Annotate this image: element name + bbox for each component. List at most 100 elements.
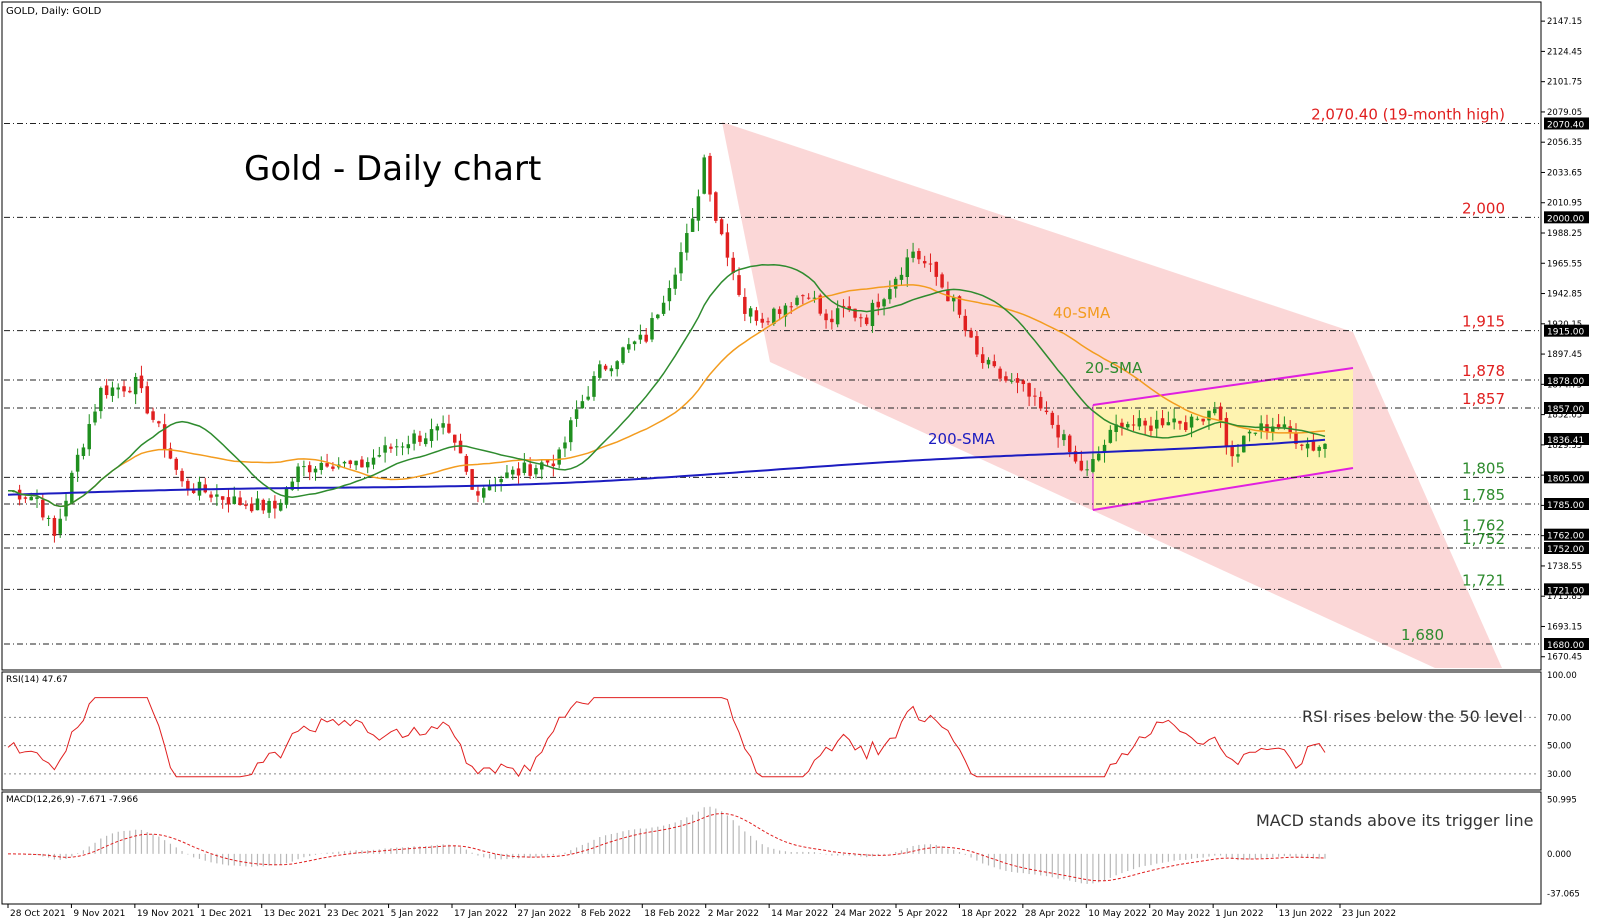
candle-body [766,321,770,323]
candle-body [801,295,805,297]
candle-body [1143,420,1147,426]
candle-body [1137,418,1142,427]
candle-body [621,347,625,363]
rsi-label: RSI(14) 47.67 [6,675,68,685]
candle-body [516,468,521,476]
current-price-tag: 1836.41 [1547,436,1584,446]
candle-body [928,263,933,265]
price-axis-label: 2147.15 [1547,17,1582,27]
candle-body [864,317,869,325]
candle-body [476,491,480,496]
candle-body [777,309,782,314]
candle-body [23,497,28,499]
candle-body [592,375,596,397]
macd-axis-label: 50.995 [1547,795,1577,805]
candle-body [1224,417,1229,446]
price-axis-label: 1715.85 [1547,592,1582,602]
candle-body [772,308,776,324]
price-axis-label: 2101.75 [1547,78,1582,88]
candle-body [1166,422,1171,426]
candle-body [557,449,561,465]
candle-body [441,423,445,428]
level-label: 2,070.40 (19-month high) [1311,105,1505,123]
candle-body [41,499,45,518]
level-tag: 2070.40 [1547,120,1584,130]
candle-body [499,479,503,483]
candle-body [1300,444,1304,446]
candle-body [255,498,260,511]
candle-body [389,446,393,449]
candle-body [1044,410,1049,413]
candle-body [899,274,904,280]
level-tag-box [1544,211,1589,224]
date-axis: 28 Oct 2021 9 Nov 2021 19 Nov 2021 1 Dec 20… [7,904,1396,919]
candle-body [128,390,132,393]
level-tag: 1680.00 [1547,641,1584,651]
candle-body [1236,454,1240,457]
candle-body [412,433,416,444]
candle-body [609,368,614,372]
candle-body [1178,420,1182,424]
range-upper-line [1092,367,1354,406]
candle-body [1311,441,1316,451]
candle-body [1009,380,1014,382]
candle-body [429,429,434,441]
candle-body [888,289,892,300]
candle-body [638,334,643,340]
candle-body [1230,446,1234,457]
date-axis-label: 19 Nov 2021 [137,909,195,919]
date-axis-label: 14 Mar 2022 [771,909,828,919]
candle-body [1271,426,1275,433]
candle-body [603,365,608,370]
candle-body [423,438,428,445]
candle-body [81,447,86,457]
candle-body [679,252,683,274]
rsi-line [7,697,1326,778]
level-tag: 1915.00 [1547,328,1584,338]
candle-body [93,411,97,423]
candle-body [859,317,863,319]
sma20-label: 20-SMA [1085,359,1143,377]
candle-body [743,296,747,314]
candle-body [342,461,347,464]
candle-body [70,472,74,503]
level-tag: 1721.00 [1547,586,1584,596]
price-axis-label: 1829.35 [1547,441,1582,451]
candle-body [714,192,718,221]
candle-body [447,423,451,433]
candle-body [273,500,277,509]
candle-body [870,302,875,327]
level-tag-box [1544,374,1589,386]
candle-body [487,484,492,491]
candle-body [191,488,196,494]
level-tag-box [1544,471,1589,484]
candle-body [1207,410,1211,421]
candle-body [992,361,997,367]
price-axis-label: 2079.05 [1547,108,1582,118]
candle-body [232,496,237,505]
candle-body [1323,443,1327,450]
candle-body [731,257,735,273]
candle-body [511,469,515,475]
level-tag-box [1544,528,1589,541]
level-tag-box [1544,402,1589,414]
candle-body [418,435,422,442]
candle-body [238,497,242,506]
candle-body [116,387,120,390]
date-axis-label: 27 Jan 2022 [517,909,571,919]
candle-body [586,396,590,400]
candle-body [383,445,387,453]
sma20-line [7,263,1326,508]
price-axis-label: 2010.95 [1547,199,1582,209]
candle-body [1213,409,1217,414]
date-axis-label: 18 Feb 2022 [644,909,700,919]
level-tag: 1785.00 [1547,501,1584,511]
candle-body [963,315,968,331]
candle-body [377,455,382,457]
price-axis-label: 2033.65 [1547,168,1582,178]
candle-body [307,465,312,473]
candle-body [139,375,144,389]
candle-body [853,308,857,318]
date-axis-label: 1 Jun 2022 [1215,909,1263,919]
candle-body [696,196,701,221]
